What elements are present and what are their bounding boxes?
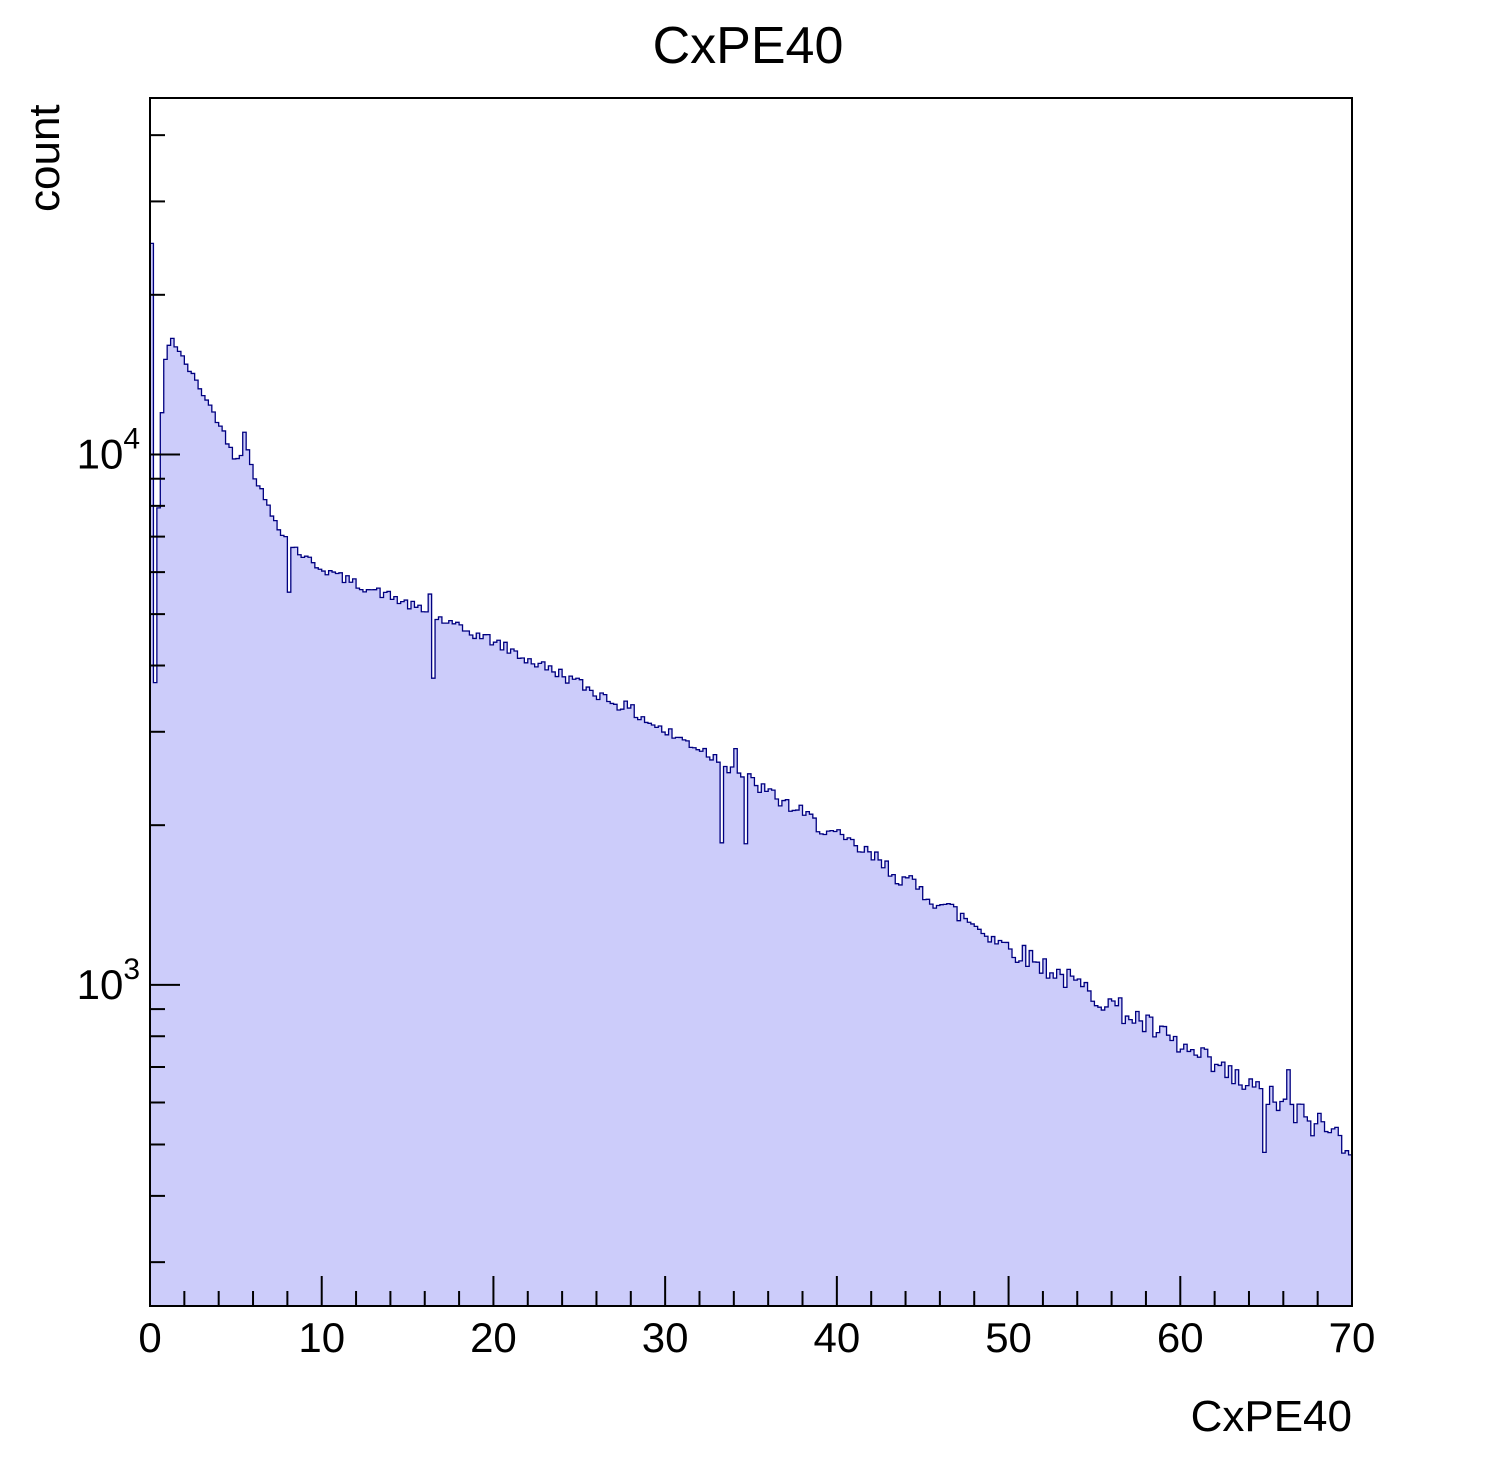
x-tick-label: 60 (1157, 1314, 1204, 1361)
x-tick-label: 30 (642, 1314, 689, 1361)
histogram-outline (149, 242, 1353, 1306)
x-tick-label: 20 (470, 1314, 517, 1361)
x-tick-label: 50 (985, 1314, 1032, 1361)
y-tick-label: 104 (77, 422, 140, 477)
x-tick-label: 10 (298, 1314, 345, 1361)
x-tick-label: 40 (813, 1314, 860, 1361)
x-tick-label: 0 (138, 1314, 161, 1361)
plot-frame (149, 97, 1353, 1307)
chart-title: CxPE40 (652, 17, 844, 75)
x-axis-title: CxPE40 (1190, 1392, 1352, 1441)
y-tick-label: 103 (77, 953, 140, 1008)
x-tick-label: 70 (1329, 1314, 1376, 1361)
